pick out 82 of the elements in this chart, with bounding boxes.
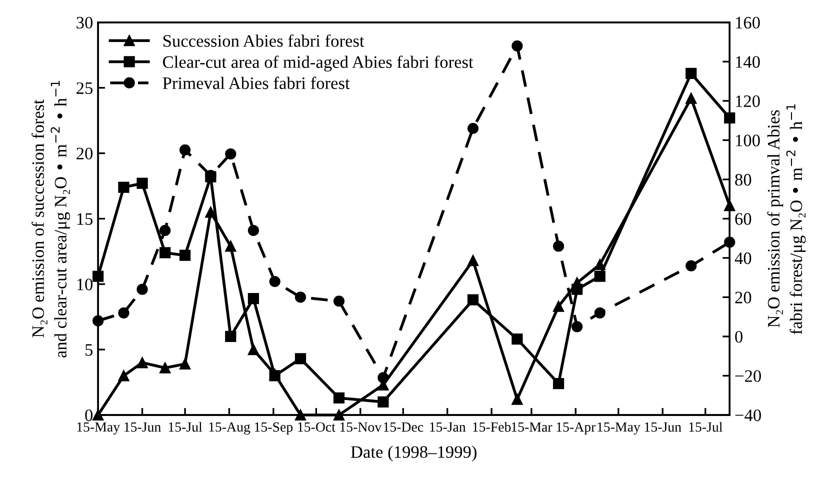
point [552,378,564,390]
point [160,362,171,374]
point [378,372,389,384]
legend-label: Succession Abies fabri forest [163,34,364,47]
point [552,240,564,252]
y-tick-label: 10 [77,278,93,290]
y-tick-label: 15 [77,213,93,225]
y2-axis-title: N₂O emission of primval Abies fabri forest/μg N₂O • m$^{−2}$ • h$^{−1}$ [767,104,806,334]
point [179,144,191,156]
point [179,358,191,370]
point [594,270,606,282]
legend-label: Primeval Abies fabri forest [162,76,350,90]
x-axis-title: Date (1998–1999) [350,446,476,462]
point [512,40,523,52]
point [179,250,191,261]
point [572,321,583,332]
point [467,255,479,266]
point [225,240,236,252]
point [118,182,130,193]
x-tick-label: 15-Jun [644,422,682,432]
y2-tick-label: 40 [734,252,752,264]
x-tick-label: 15-Oct [298,422,336,432]
x-tick-label: 15-Dec [384,422,424,432]
x-tick-label: 15-Jul [689,422,722,432]
x-tick-label: 15-May [77,422,120,435]
point [118,307,130,318]
y2-tick-label: 80 [735,174,752,186]
point [552,300,564,312]
point [467,294,479,306]
point [333,296,345,307]
y2-tick-label: 160 [736,16,760,29]
point [333,392,345,404]
point [248,344,260,356]
point [160,224,171,236]
x-tick-label: 15-Mar [512,422,552,432]
x-tick-label: 15-Sep [254,422,293,435]
legend-label: Clear-cut area of mid-aged Abies fabri forest [163,56,474,72]
y-tick-label: 30 [76,16,93,29]
y2-tick-label: 60 [735,213,752,225]
point [294,292,306,303]
y-tick-label: 20 [76,148,93,160]
x-tick-label: 15-Jul [168,422,202,432]
point [136,284,148,295]
point [686,260,697,272]
point [686,92,697,104]
point [724,236,736,248]
y-tick-label: 25 [76,82,93,94]
x-tick-label: 15-Aug [209,422,250,435]
point [136,178,148,189]
x-tick-label: 15-May [598,422,640,435]
point [686,68,697,79]
point [594,307,606,318]
point [225,148,236,160]
x-tick-label: 15-Nov [340,422,382,432]
y-tick-label: 0 [85,409,93,422]
y2-tick-label: 100 [736,134,760,146]
point [269,276,280,288]
x-tick-label: 15-Jan [430,422,466,432]
y2-tick-label: −20 [735,370,761,382]
x-tick-label: 15-Jun [124,422,161,432]
point [92,315,104,326]
point [572,284,583,295]
x-tick-label: 15-Feb [473,422,511,432]
point [136,357,148,368]
point [512,394,523,405]
y-axis-title: N₂O emission of succession forest and clear-cut area/μg N₂O • m$^{−2}$ • h$^{−1}$ [32,80,70,358]
y2-tick-label: 0 [735,330,742,343]
y-tick-label: 5 [86,344,93,356]
point [294,353,306,364]
point [248,224,260,236]
y2-tick-label: 120 [736,95,760,108]
point [378,396,389,408]
point [512,334,523,345]
y2-tick-label: 20 [735,292,752,304]
y2-tick-label: −40 [735,409,761,422]
point [160,247,171,258]
point [225,330,236,342]
point [118,370,130,382]
x-tick-label: 15-Apr [556,422,596,435]
point [248,292,260,304]
y2-tick-label: 140 [736,56,760,68]
point [467,122,479,134]
